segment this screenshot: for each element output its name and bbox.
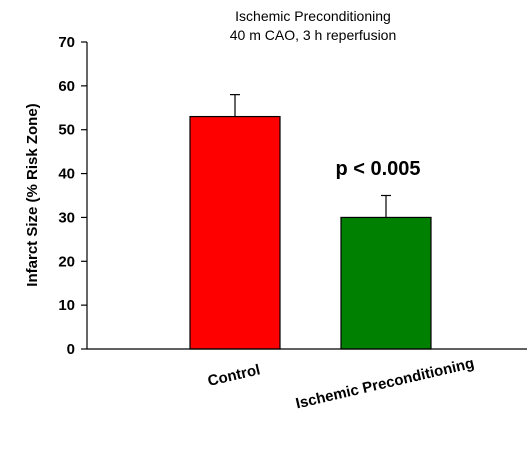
- error-bars: [230, 94, 391, 218]
- bar-ischemic-preconditioning: [340, 216, 432, 350]
- y-tick-label-10: 10: [58, 297, 75, 314]
- bars: [189, 115, 432, 350]
- y-tick-label-20: 20: [58, 253, 75, 270]
- bar-control: [189, 115, 281, 350]
- y-axis-ticks: 0 10 20 30 40 50 60 70: [58, 34, 87, 358]
- title-line-1: Ischemic Preconditioning: [235, 8, 391, 24]
- y-axis-label: Infarct Size (% Risk Zone): [24, 103, 41, 286]
- y-tick-label-70: 70: [58, 34, 75, 51]
- y-tick-label-60: 60: [58, 78, 75, 95]
- category-label-ischemic-preconditioning: Ischemic Preconditioning: [294, 355, 476, 413]
- title-line-2: 40 m CAO, 3 h reperfusion: [230, 27, 397, 43]
- y-tick-label-40: 40: [58, 166, 75, 183]
- category-label-control: Control: [206, 361, 262, 390]
- y-tick-label-50: 50: [58, 122, 75, 139]
- chart-title: Ischemic Preconditioning 40 m CAO, 3 h r…: [230, 8, 397, 43]
- p-value-annotation: p < 0.005: [335, 158, 420, 180]
- y-tick-label-0: 0: [67, 341, 75, 358]
- category-labels: Control Ischemic Preconditioning: [206, 355, 476, 413]
- y-tick-label-30: 30: [58, 209, 75, 226]
